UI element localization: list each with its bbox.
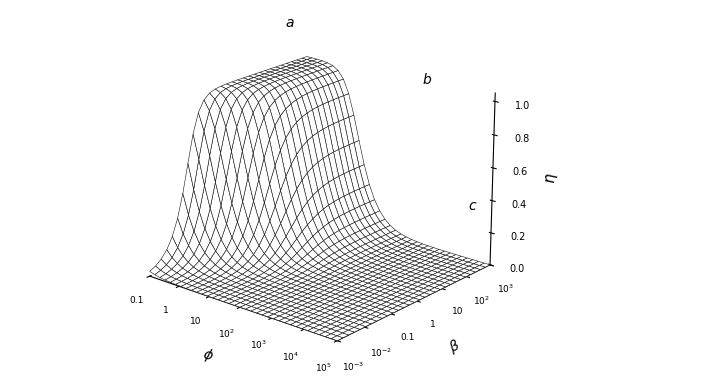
Text: c: c xyxy=(468,199,476,213)
X-axis label: $\phi$: $\phi$ xyxy=(200,345,216,365)
Text: b: b xyxy=(423,73,432,87)
Y-axis label: $\beta$: $\beta$ xyxy=(446,336,463,357)
Text: a: a xyxy=(286,16,294,30)
